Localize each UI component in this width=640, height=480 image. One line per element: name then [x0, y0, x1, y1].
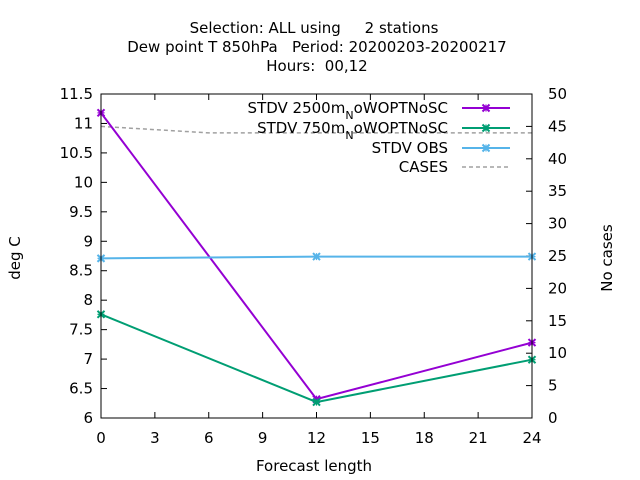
y-tick-label: 6: [83, 409, 93, 427]
y-tick-label: 11: [74, 114, 93, 132]
y-axis-ticks: 6 6.5 7 7.5 8 8.5 9 9.5 10 10.5 11 11.5: [60, 85, 107, 427]
x-tick-label: 15: [361, 429, 380, 447]
y2-axis-label: No cases: [598, 224, 616, 292]
plot-series: [96, 108, 537, 407]
legend-marker: [481, 123, 491, 133]
y-tick-label: 11.5: [60, 85, 93, 103]
y2-tick-label: 45: [548, 117, 567, 135]
legend-marker: [481, 143, 491, 153]
chart-title-line: Selection: ALL using 2 stations: [190, 19, 439, 37]
x-axis-label: Forecast length: [256, 457, 372, 475]
legend-marker: [481, 103, 491, 113]
y2-axis-ticks: 0 5 10 15 20 25 30 35 40 45 50: [526, 85, 567, 427]
x-tick-label: 24: [522, 429, 541, 447]
legend-label: STDV 750mNoWOPTNoSC: [257, 119, 448, 142]
y-tick-label: 6.5: [69, 380, 93, 398]
y2-tick-label: 30: [548, 215, 567, 233]
x-tick-label: 3: [150, 429, 160, 447]
series-point-2-1: [312, 252, 321, 261]
chart-title-line: Hours: 00,12: [266, 57, 367, 75]
y2-tick-label: 50: [548, 85, 567, 103]
y2-tick-label: 40: [548, 150, 567, 168]
y2-tick-label: 15: [548, 312, 567, 330]
chart-title-line: Dew point T 850hPa Period: 20200203-2020…: [127, 38, 506, 56]
y2-tick-label: 0: [548, 409, 558, 427]
x-tick-label: 12: [307, 429, 326, 447]
y2-tick-label: 10: [548, 344, 567, 362]
x-tick-label: 18: [415, 429, 434, 447]
x-tick-label: 0: [96, 429, 106, 447]
y-tick-label: 7: [83, 350, 93, 368]
plot-frame: [100, 93, 533, 419]
x-tick-label: 6: [204, 429, 214, 447]
series-point-1-1: [312, 397, 321, 407]
y2-tick-label: 5: [548, 377, 558, 395]
legend-label: STDV 2500mNoWOPTNoSC: [248, 99, 448, 122]
legend-label: STDV OBS: [372, 139, 448, 157]
series-line-3: [100, 125, 532, 134]
chart-title: Selection: ALL using 2 stations Dew poin…: [127, 19, 506, 75]
series-line-1: [100, 313, 533, 404]
y-tick-label: 10: [74, 173, 93, 191]
y2-tick-label: 35: [548, 182, 567, 200]
y-tick-label: 10.5: [60, 144, 93, 162]
y-axis-label: deg C: [6, 236, 24, 280]
y-tick-label: 8: [83, 291, 93, 309]
y-tick-label: 7.5: [69, 321, 93, 339]
y2-tick-label: 25: [548, 247, 567, 265]
y-tick-label: 9: [83, 232, 93, 250]
y-tick-label: 9.5: [69, 203, 93, 221]
legend-label: CASES: [399, 158, 448, 176]
x-tick-label: 9: [258, 429, 268, 447]
y2-tick-label: 20: [548, 279, 567, 297]
x-tick-label: 21: [469, 429, 488, 447]
y-tick-label: 8.5: [69, 262, 93, 280]
x-axis-ticks: 0 3 6 9 12 15 18 21 24: [96, 94, 542, 447]
